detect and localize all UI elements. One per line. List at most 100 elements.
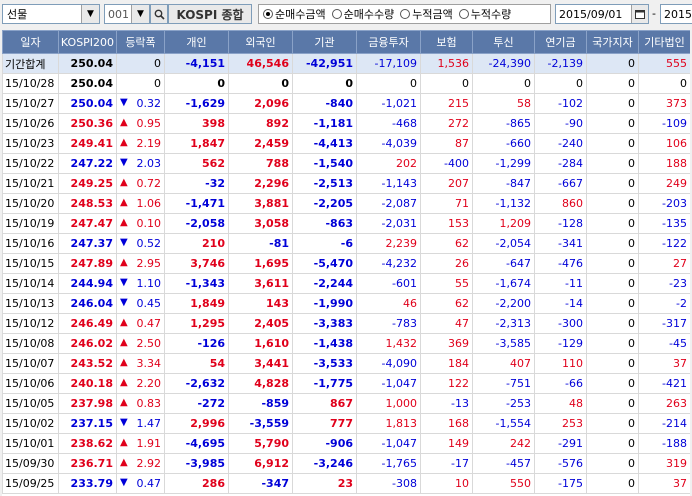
change-cell: ▼ 2.03: [116, 153, 165, 174]
investment-trust-cell: 0: [472, 73, 535, 94]
table-row[interactable]: 15/10/21 249.25 ▲ 0.72 -32 2,296 -2,513 -1,143 2…: [2, 173, 690, 194]
pension-fund-cell: -476: [534, 253, 587, 274]
column-header[interactable]: 외국인: [228, 30, 293, 54]
arrow-down-icon: ▼: [120, 417, 128, 428]
pension-fund-cell: 0: [534, 73, 587, 94]
other-corp-cell: -45: [638, 333, 690, 354]
foreign-cell: -347: [228, 473, 293, 494]
other-corp-cell: 249: [638, 173, 690, 194]
date-cell: 15/09/25: [2, 473, 59, 494]
table-row[interactable]: 15/10/13 246.04 ▼ 0.45 1,849 143 -1,990 46 62 -2,…: [2, 293, 690, 314]
financial-investment-cell: -468: [356, 113, 421, 134]
market-select[interactable]: 선물 ▼: [2, 4, 100, 24]
financial-investment-cell: -1,021: [356, 93, 421, 114]
investment-trust-cell: 242: [472, 433, 535, 454]
pension-fund-cell: -300: [534, 313, 587, 334]
foreign-cell: 2,296: [228, 173, 293, 194]
investment-trust-cell: -1,674: [472, 273, 535, 294]
code-combo[interactable]: 001 ▼: [104, 4, 150, 24]
individual-cell: -3,985: [164, 453, 229, 474]
table-row[interactable]: 15/10/15 247.89 ▲ 2.95 3,746 1,695 -5,470 -4,23…: [2, 253, 690, 274]
individual-cell: -1,343: [164, 273, 229, 294]
radio-cumulative-amount[interactable]: 누적금액: [400, 6, 453, 22]
pension-fund-cell: -576: [534, 453, 587, 474]
table-row[interactable]: 15/10/26 250.36 ▲ 0.95 398 892 -1,181 -468 272 -8…: [2, 113, 690, 134]
table-row[interactable]: 15/10/23 249.41 ▲ 2.19 1,847 2,459 -4,413 -4,03…: [2, 133, 690, 154]
arrow-up-icon: ▲: [120, 437, 128, 448]
date-cell: 15/10/15: [2, 253, 59, 274]
other-corp-cell: -214: [638, 413, 690, 434]
table-row[interactable]: 15/10/01 238.62 ▲ 1.91 -4,695 5,790 -906 -1,047…: [2, 433, 690, 454]
column-header[interactable]: 투신: [472, 30, 535, 54]
column-header[interactable]: KOSPI200: [58, 30, 117, 54]
table-row[interactable]: 15/10/06 240.18 ▲ 2.20 -2,632 4,828 -1,775 -1,0…: [2, 373, 690, 394]
institution-cell: -3,533: [292, 353, 357, 374]
table-row[interactable]: 15/10/12 246.49 ▲ 0.47 1,295 2,405 -3,383 -783 4…: [2, 313, 690, 334]
foreign-cell: -859: [228, 393, 293, 414]
foreign-cell: -81: [228, 233, 293, 254]
chevron-down-icon[interactable]: ▼: [81, 5, 99, 23]
government-cell: 0: [586, 213, 639, 234]
table-row[interactable]: 15/10/22 247.22 ▼ 2.03 562 788 -1,540 202 -400 -1…: [2, 153, 690, 174]
institution-cell: -1,438: [292, 333, 357, 354]
radio-net-buy-quantity[interactable]: 순매수수량: [331, 6, 394, 22]
column-header[interactable]: 개인: [164, 30, 229, 54]
government-cell: 0: [586, 413, 639, 434]
column-header[interactable]: 금융투자: [356, 30, 421, 54]
government-cell: 0: [586, 373, 639, 394]
date-cell: 15/10/19: [2, 213, 59, 234]
arrow-down-icon: ▼: [120, 477, 128, 488]
summary-row[interactable]: 기간합계 250.04 0 -4,151 46,546 -42,951 -17,109 1,5…: [2, 53, 690, 74]
other-corp-cell: -2: [638, 293, 690, 314]
investment-trust-cell: -253: [472, 393, 535, 414]
table-row[interactable]: 15/10/19 247.47 ▲ 0.10 -2,058 3,058 -863 -2,031…: [2, 213, 690, 234]
table-row[interactable]: 15/10/07 243.52 ▲ 3.34 54 3,441 -3,533 -4,090 18…: [2, 353, 690, 374]
column-header[interactable]: 연기금: [534, 30, 587, 54]
column-header[interactable]: 국가지자: [586, 30, 639, 54]
calendar-icon[interactable]: [631, 5, 648, 23]
column-header[interactable]: 일자: [2, 30, 59, 54]
chevron-down-icon[interactable]: ▼: [131, 5, 149, 23]
institution-cell: 867: [292, 393, 357, 414]
insurance-cell: -400: [420, 153, 473, 174]
column-header[interactable]: 기관: [292, 30, 357, 54]
table-row[interactable]: 15/09/30 236.71 ▲ 2.92 -3,985 6,912 -3,246 -1,7…: [2, 453, 690, 474]
date-cell: 15/10/06: [2, 373, 59, 394]
other-corp-cell: 0: [638, 73, 690, 94]
table-row[interactable]: 15/10/08 246.02 ▲ 2.50 -126 1,610 -1,438 1,432 3…: [2, 333, 690, 354]
date-cell: 15/10/05: [2, 393, 59, 414]
financial-investment-cell: -308: [356, 473, 421, 494]
column-header[interactable]: 등락폭: [116, 30, 165, 54]
radio-unchecked-icon: [331, 9, 342, 19]
column-header[interactable]: 기타법인: [638, 30, 690, 54]
other-corp-cell: 188: [638, 153, 690, 174]
table-row[interactable]: 15/10/02 237.15 ▼ 1.47 2,996 -3,559 777 1,813 16…: [2, 413, 690, 434]
table-row[interactable]: 15/10/05 237.98 ▲ 0.83 -272 -859 867 1,000 -13 -2…: [2, 393, 690, 414]
individual-cell: -2,058: [164, 213, 229, 234]
individual-cell: -4,151: [164, 53, 229, 74]
financial-investment-cell: 2,239: [356, 233, 421, 254]
table-row[interactable]: 15/10/27 250.04 ▼ 0.32 -1,629 2,096 -840 -1,021…: [2, 93, 690, 114]
table-row[interactable]: 15/10/28 250.04 0 0 0 0 0 0 0 0 0 0: [2, 73, 690, 94]
insurance-cell: 62: [420, 293, 473, 314]
kospi200-cell: 244.94: [58, 273, 117, 294]
kospi200-cell: 247.22: [58, 153, 117, 174]
radio-net-buy-amount[interactable]: 순매수금액: [263, 6, 326, 22]
table-row[interactable]: 15/10/16 247.37 ▼ 0.52 210 -81 -6 2,239 62 -2,054…: [2, 233, 690, 254]
table-row[interactable]: 15/10/20 248.53 ▲ 1.06 -1,471 3,881 -2,205 -2,0…: [2, 193, 690, 214]
foreign-cell: 3,611: [228, 273, 293, 294]
insurance-cell: 168: [420, 413, 473, 434]
date-cell: 15/10/27: [2, 93, 59, 114]
government-cell: 0: [586, 113, 639, 134]
column-header[interactable]: 보험: [420, 30, 473, 54]
government-cell: 0: [586, 473, 639, 494]
search-button[interactable]: [150, 4, 168, 24]
other-corp-cell: 27: [638, 253, 690, 274]
arrow-down-icon: ▼: [120, 157, 128, 168]
table-row[interactable]: 15/10/14 244.94 ▼ 1.10 -1,343 3,611 -2,244 -601…: [2, 273, 690, 294]
radio-cumulative-quantity[interactable]: 누적수량: [458, 6, 511, 22]
table-row[interactable]: 15/09/25 233.79 ▼ 0.47 286 -347 23 -308 10 550 -17…: [2, 473, 690, 494]
start-date-field[interactable]: 2015/09/01: [555, 4, 649, 24]
end-date-field[interactable]: 2015/: [660, 4, 692, 24]
index-name-field: KOSPI 종합: [168, 4, 252, 24]
